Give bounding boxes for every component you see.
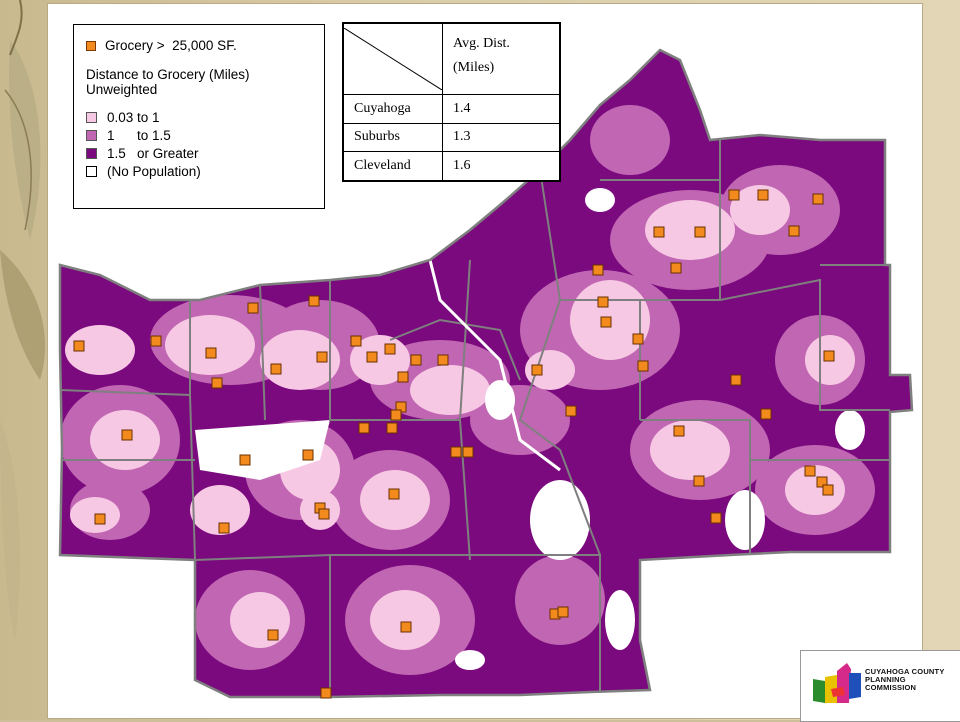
- legend-class-label: 1 to 1.5: [107, 128, 171, 143]
- grocery-store-marker: [557, 606, 569, 618]
- map-legend: Grocery > 25,000 SF. Distance to Grocery…: [73, 24, 325, 209]
- legend-class-row: 0.03 to 1: [86, 110, 160, 125]
- grocery-store-marker: [302, 449, 314, 461]
- value-cell: 1.3: [442, 122, 561, 153]
- area-cell: Cleveland: [342, 151, 443, 182]
- grocery-store-marker: [400, 621, 412, 633]
- grocery-store-marker: [218, 522, 230, 534]
- table-header-cell: Avg. Dist. (Miles): [442, 22, 561, 95]
- grocery-store-marker: [531, 364, 543, 376]
- legend-grocery-row: Grocery > 25,000 SF.: [86, 38, 237, 53]
- grocery-store-marker: [318, 508, 330, 520]
- grocery-store-marker: [757, 189, 769, 201]
- grocery-store-marker: [632, 333, 644, 345]
- table-header-row: Avg. Dist. (Miles): [342, 22, 561, 95]
- area-cell: Suburbs: [342, 122, 443, 153]
- logo-text: CUYAHOGA COUNTY PLANNING COMMISSION: [865, 668, 945, 692]
- grocery-store-marker: [239, 454, 251, 466]
- grocery-store-marker: [350, 335, 362, 347]
- grocery-store-marker: [730, 374, 742, 386]
- grocery-store-marker: [390, 409, 402, 421]
- grocery-store-marker: [597, 296, 609, 308]
- county-shape-logo-icon: [813, 663, 861, 703]
- legend-title-line1: Distance to Grocery (Miles): [86, 67, 250, 82]
- grocery-store-marker: [150, 335, 162, 347]
- legend-class-label: (No Population): [107, 164, 201, 179]
- table-row: Suburbs 1.3: [342, 122, 561, 153]
- grocery-store-marker: [822, 484, 834, 496]
- grocery-store-marker: [247, 302, 259, 314]
- grocery-square-icon: [86, 40, 96, 51]
- logo-line2: PLANNING: [865, 675, 906, 684]
- grocery-store-marker: [653, 226, 665, 238]
- grocery-store-marker: [804, 465, 816, 477]
- legend-class-row: 1.5 or Greater: [86, 146, 199, 161]
- planning-commission-logo: CUYAHOGA COUNTY PLANNING COMMISSION: [800, 650, 960, 722]
- table-row: Cleveland 1.6: [342, 151, 561, 182]
- value-cell: 1.6: [442, 151, 561, 182]
- header-line1: Avg. Dist.: [453, 36, 510, 51]
- grocery-store-marker: [94, 513, 106, 525]
- grocery-store-marker: [316, 351, 328, 363]
- grocery-store-marker: [384, 343, 396, 355]
- grocery-store-marker: [760, 408, 772, 420]
- grocery-store-marker: [358, 422, 370, 434]
- grocery-store-marker: [73, 340, 85, 352]
- grocery-store-marker: [308, 295, 320, 307]
- grocery-store-marker: [637, 360, 649, 372]
- grocery-store-marker: [592, 264, 604, 276]
- medium-purple-swatch: [86, 130, 97, 141]
- legend-class-row: 1 to 1.5: [86, 128, 171, 143]
- leaf-decoration: [0, 0, 46, 640]
- legend-grocery-label: Grocery > 25,000 SF.: [105, 38, 237, 53]
- white-swatch: [86, 166, 97, 177]
- grocery-store-marker: [788, 225, 800, 237]
- grocery-store-marker: [320, 687, 332, 699]
- grocery-store-marker: [270, 363, 282, 375]
- grocery-store-marker: [410, 354, 422, 366]
- grocery-store-marker: [462, 446, 474, 458]
- grocery-store-marker: [121, 429, 133, 441]
- legend-class-row: (No Population): [86, 164, 201, 179]
- area-cell: Cuyahoga: [342, 94, 443, 124]
- grocery-store-marker: [812, 193, 824, 205]
- grocery-stores-layer: [73, 189, 835, 699]
- logo-line3: COMMISSION: [865, 683, 917, 692]
- grocery-store-marker: [366, 351, 378, 363]
- table-row: Cuyahoga 1.4: [342, 94, 561, 124]
- grocery-store-marker: [693, 475, 705, 487]
- grocery-store-marker: [710, 512, 722, 524]
- table-corner-cell: [342, 22, 443, 95]
- grocery-store-marker: [694, 226, 706, 238]
- dark-purple-swatch: [86, 148, 97, 159]
- grocery-store-marker: [267, 629, 279, 641]
- grocery-store-marker: [388, 488, 400, 500]
- grocery-store-marker: [437, 354, 449, 366]
- grocery-store-marker: [397, 371, 409, 383]
- legend-title-line2: Unweighted: [86, 82, 158, 97]
- grocery-store-marker: [205, 347, 217, 359]
- grocery-store-marker: [565, 405, 577, 417]
- value-cell: 1.4: [442, 94, 561, 124]
- grocery-store-marker: [600, 316, 612, 328]
- grocery-store-marker: [450, 446, 462, 458]
- avg-distance-table: Avg. Dist. (Miles) Cuyahoga 1.4 Suburbs …: [342, 22, 561, 182]
- grocery-store-marker: [211, 377, 223, 389]
- grocery-store-marker: [823, 350, 835, 362]
- logo-line1: CUYAHOGA COUNTY: [865, 667, 945, 676]
- grocery-store-marker: [670, 262, 682, 274]
- grocery-store-marker: [816, 476, 828, 488]
- legend-class-label: 1.5 or Greater: [107, 146, 199, 161]
- grocery-store-marker: [673, 425, 685, 437]
- grocery-store-marker: [728, 189, 740, 201]
- legend-class-label: 0.03 to 1: [107, 110, 160, 125]
- grocery-store-marker: [386, 422, 398, 434]
- header-line2: (Miles): [453, 60, 495, 75]
- light-pink-swatch: [86, 112, 97, 123]
